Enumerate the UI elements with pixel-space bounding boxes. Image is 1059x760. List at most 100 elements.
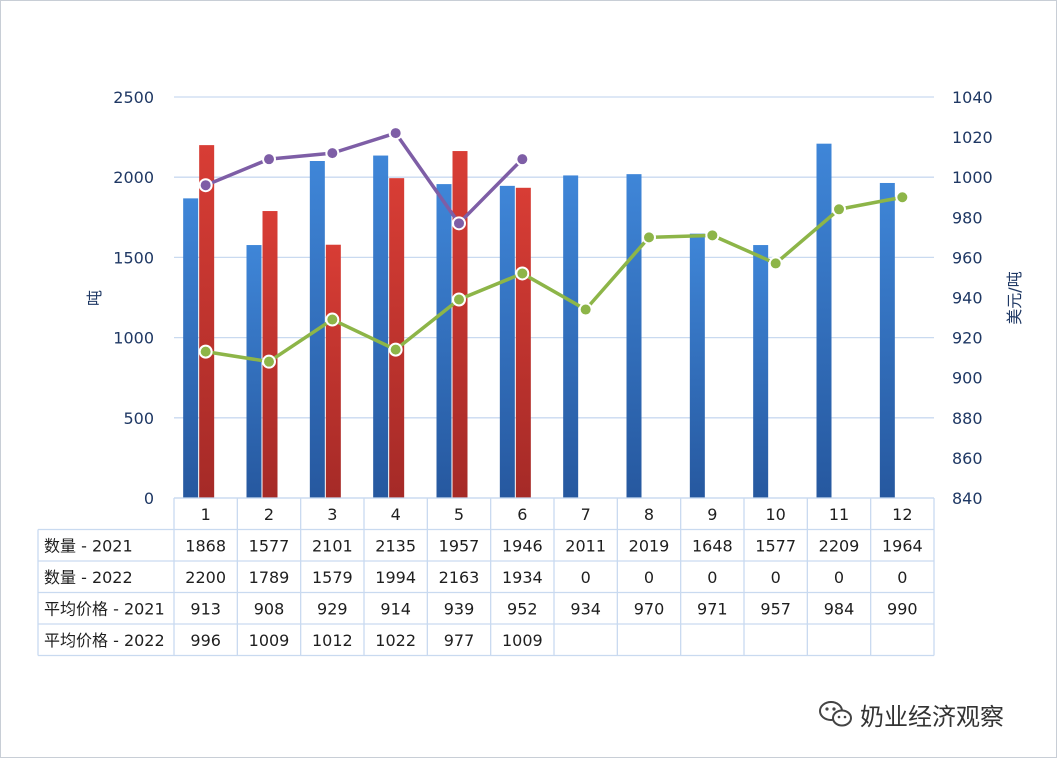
table-cell: 1868: [185, 537, 226, 556]
category-label: 3: [327, 505, 337, 524]
table-cell: 0: [707, 568, 717, 587]
watermark: 奶业经济观察: [818, 694, 1004, 734]
table-row-label: 平均价格 - 2022: [44, 631, 165, 650]
bar-2021: [436, 184, 452, 498]
right-tick-label: 840: [952, 489, 983, 508]
category-label: 12: [892, 505, 912, 524]
point-price-2021: [705, 228, 720, 243]
right-tick-label: 860: [952, 449, 983, 468]
table-cell: 1009: [502, 631, 543, 650]
table-cell: 1934: [502, 568, 543, 587]
table-cell: 0: [834, 568, 844, 587]
table-cell: 939: [444, 600, 475, 619]
point-price-2022: [515, 152, 530, 167]
bar-2022: [262, 211, 278, 498]
wechat-icon: [819, 701, 852, 727]
bar-2022: [452, 151, 468, 498]
table-cell: 2011: [565, 537, 606, 556]
table-cell: 1648: [692, 537, 733, 556]
point-price-2021: [768, 256, 783, 271]
table-cell: 934: [570, 600, 601, 619]
bar-2021: [499, 185, 515, 498]
table-cell: 914: [380, 600, 411, 619]
table-cell: 984: [824, 600, 855, 619]
table-cell: 2135: [375, 537, 416, 556]
table-cell: 2101: [312, 537, 353, 556]
table-cell: 908: [254, 600, 285, 619]
table-row-label: 数量 - 2021: [44, 537, 133, 556]
table-cell: 0: [581, 568, 591, 587]
table-cell: 952: [507, 600, 538, 619]
table-cell: 1994: [375, 568, 416, 587]
table-cell: 990: [887, 600, 918, 619]
category-label: 11: [829, 505, 849, 524]
table-cell: 0: [897, 568, 907, 587]
left-axis-ticks: 0 500 1000 1500 2000 2500: [113, 88, 154, 508]
table-cell: 957: [760, 600, 791, 619]
left-tick-label: 1000: [113, 329, 154, 348]
point-price-2021: [388, 342, 403, 357]
line-price-2022: [205, 131, 524, 226]
table-cell: 1957: [439, 537, 480, 556]
table-cell: 0: [771, 568, 781, 587]
table-row-label: 平均价格 - 2021: [44, 600, 165, 619]
point-price-2021: [262, 354, 276, 369]
bar-2022: [325, 244, 341, 498]
right-axis-ticks: 840 860 880 900 920 940 960 980 1000 1020 1040: [952, 88, 993, 508]
right-tick-label: 1040: [952, 88, 993, 107]
category-label: 7: [581, 505, 591, 524]
table-cell: 2200: [185, 568, 226, 587]
bar-2021: [816, 143, 832, 499]
bar-2022: [199, 145, 215, 498]
point-price-2021: [452, 292, 466, 307]
bar-2022: [389, 178, 405, 498]
bar-2021: [879, 182, 895, 498]
table-cell: 1579: [312, 568, 353, 587]
category-label: 1: [201, 505, 211, 524]
right-tick-label: 960: [952, 248, 983, 267]
lines: [198, 126, 910, 369]
bar-2021: [563, 175, 579, 498]
right-tick-label: 1020: [952, 128, 993, 147]
point-price-2021: [515, 266, 530, 281]
point-price-2022: [452, 216, 466, 231]
table-cell: 1012: [312, 631, 353, 650]
bar-2021: [183, 198, 199, 498]
point-price-2021: [198, 344, 213, 359]
left-tick-label: 1500: [113, 248, 154, 267]
right-tick-label: 940: [952, 289, 983, 308]
right-tick-label: 920: [952, 329, 983, 348]
point-price-2021: [325, 312, 340, 327]
left-tick-label: 2000: [113, 168, 154, 187]
category-label: 6: [517, 505, 527, 524]
table-cell: 1022: [375, 631, 416, 650]
table-cell: 1009: [249, 631, 290, 650]
table-cell: 2163: [439, 568, 480, 587]
table-cell: 1789: [249, 568, 290, 587]
category-label: 8: [644, 505, 654, 524]
point-price-2022: [388, 126, 403, 141]
watermark-text: 奶业经济观察: [860, 702, 1004, 731]
left-tick-label: 2500: [113, 88, 154, 107]
left-tick-label: 500: [123, 409, 154, 428]
table-cell: 971: [697, 600, 728, 619]
point-price-2021: [895, 190, 910, 205]
table-cell: 913: [190, 600, 221, 619]
table-cell: 996: [190, 631, 221, 650]
bar-2022: [515, 187, 531, 498]
table-cell: 1964: [882, 537, 923, 556]
table-row-label: 数量 - 2022: [44, 568, 133, 587]
point-price-2022: [325, 146, 340, 161]
table-cell: 1577: [755, 537, 796, 556]
point-price-2022: [198, 178, 213, 193]
right-axis-title: 美元/吨: [1005, 271, 1024, 324]
category-label: 10: [765, 505, 785, 524]
table-cell: 1946: [502, 537, 543, 556]
table-cell: 0: [644, 568, 654, 587]
point-price-2021: [832, 202, 846, 217]
right-tick-label: 900: [952, 369, 983, 388]
bars: [183, 143, 895, 499]
